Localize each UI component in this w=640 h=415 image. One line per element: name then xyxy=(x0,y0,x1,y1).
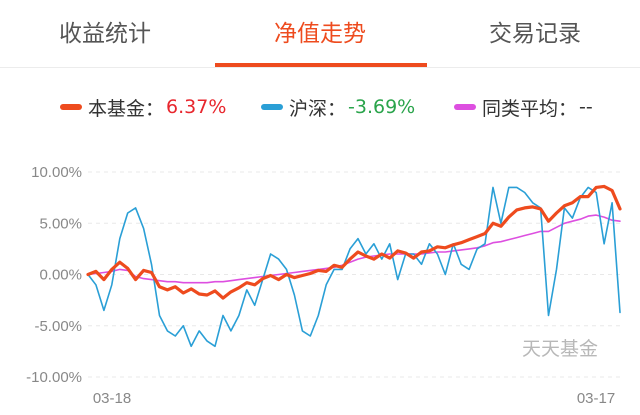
series-line-csi xyxy=(87,186,621,348)
legend-value-fund: 6.37% xyxy=(166,96,227,118)
legend-swatch-peer-average xyxy=(454,104,476,110)
series-line-fund xyxy=(86,184,622,300)
series-line-peer-average xyxy=(87,214,621,284)
nav-trend-chart[interactable]: 10.00% 5.00% 0.00% -5.00% -10.00% 03-18 03-17… xyxy=(0,150,640,415)
y-tick-label: 5.00% xyxy=(39,215,82,232)
legend-swatch-fund xyxy=(60,104,82,110)
watermark-text: 天天基金 xyxy=(522,338,598,360)
tab-bar-divider xyxy=(0,67,640,68)
legend-value-csi: -3.69% xyxy=(348,96,416,118)
chart-legend: 本基金： 6.37% 沪深： -3.69% 同类平均： -- xyxy=(0,86,640,126)
y-tick-label: -5.00% xyxy=(34,318,82,335)
tab-trade-records[interactable]: 交易记录 xyxy=(489,21,581,47)
x-tick-label: 03-17 xyxy=(577,390,615,407)
legend-value-peer-average: -- xyxy=(579,96,593,118)
tab-profit-stats[interactable]: 收益统计 xyxy=(59,21,151,47)
legend-label-fund: 本基金： xyxy=(88,97,165,120)
legend-label-peer-average: 同类平均： xyxy=(482,97,578,120)
legend-swatch-csi xyxy=(261,104,283,110)
legend-item-fund[interactable]: 本基金： 6.37% xyxy=(60,94,226,120)
tab-bar: 收益统计 净值走势 交易记录 xyxy=(0,0,640,68)
x-tick-label: 03-18 xyxy=(93,390,131,407)
legend-item-peer-average[interactable]: 同类平均： -- xyxy=(454,94,593,120)
y-tick-label: 0.00% xyxy=(39,267,82,284)
y-tick-label: -10.00% xyxy=(26,369,82,386)
tab-nav-trend[interactable]: 净值走势 xyxy=(274,21,366,47)
legend-item-csi[interactable]: 沪深： -3.69% xyxy=(261,94,415,120)
legend-label-csi: 沪深： xyxy=(289,97,347,120)
y-tick-label: 10.00% xyxy=(31,164,82,181)
active-tab-underline xyxy=(215,63,427,67)
